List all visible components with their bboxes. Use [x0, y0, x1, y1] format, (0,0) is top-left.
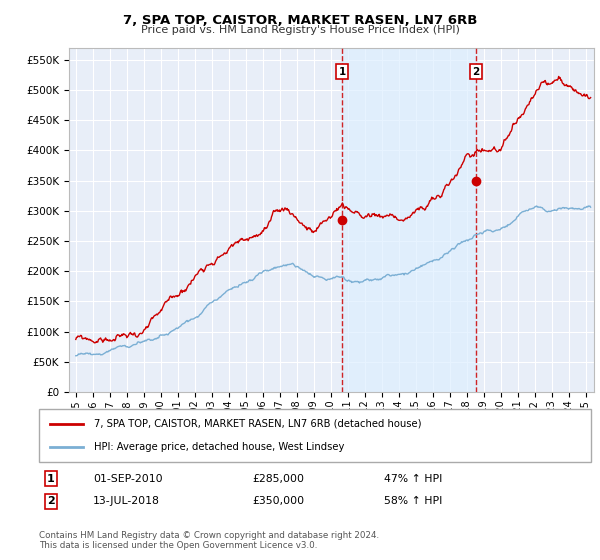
- Text: HPI: Average price, detached house, West Lindsey: HPI: Average price, detached house, West…: [94, 442, 344, 452]
- Text: 1: 1: [47, 474, 55, 484]
- Text: 1: 1: [338, 67, 346, 77]
- Text: £350,000: £350,000: [252, 496, 304, 506]
- Text: 47% ↑ HPI: 47% ↑ HPI: [384, 474, 442, 484]
- Text: 2: 2: [472, 67, 479, 77]
- Text: 13-JUL-2018: 13-JUL-2018: [93, 496, 160, 506]
- Text: 7, SPA TOP, CAISTOR, MARKET RASEN, LN7 6RB (detached house): 7, SPA TOP, CAISTOR, MARKET RASEN, LN7 6…: [94, 419, 422, 429]
- Text: £285,000: £285,000: [252, 474, 304, 484]
- Bar: [342, 48, 476, 392]
- Text: Contains HM Land Registry data © Crown copyright and database right 2024.
This d: Contains HM Land Registry data © Crown c…: [39, 531, 379, 550]
- Text: Price paid vs. HM Land Registry's House Price Index (HPI): Price paid vs. HM Land Registry's House …: [140, 25, 460, 35]
- FancyBboxPatch shape: [39, 409, 591, 462]
- Text: 7, SPA TOP, CAISTOR, MARKET RASEN, LN7 6RB: 7, SPA TOP, CAISTOR, MARKET RASEN, LN7 6…: [123, 14, 477, 27]
- Text: 01-SEP-2010: 01-SEP-2010: [93, 474, 163, 484]
- Text: 58% ↑ HPI: 58% ↑ HPI: [384, 496, 442, 506]
- Text: 2: 2: [47, 496, 55, 506]
